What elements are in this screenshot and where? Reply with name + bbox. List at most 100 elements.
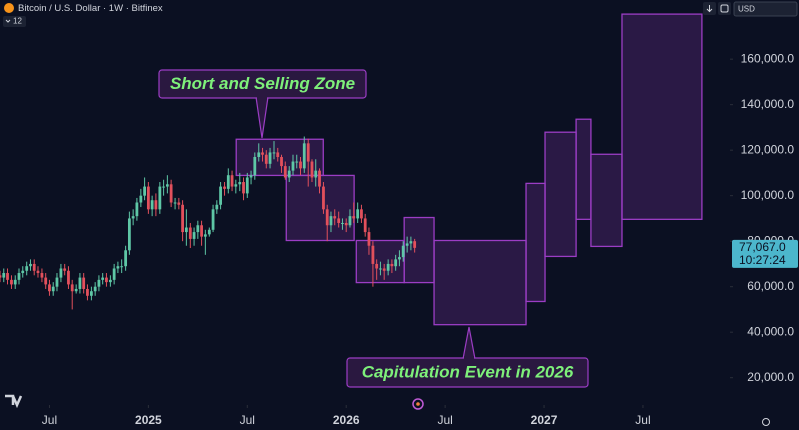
candle-body — [177, 202, 181, 205]
candle-body — [13, 279, 17, 285]
candles — [0, 136, 417, 310]
candle-body — [356, 209, 360, 219]
candle-body — [363, 218, 367, 233]
candle-body — [360, 209, 363, 219]
candle-body — [150, 200, 154, 210]
price-label: 77,067.0 — [739, 240, 786, 254]
candle-body — [25, 266, 29, 271]
candle-body — [253, 156, 257, 176]
callout: Short and Selling Zone — [158, 69, 367, 139]
candle-body — [143, 186, 147, 196]
candle-body — [78, 277, 82, 289]
candle-body — [165, 184, 169, 187]
candle-body — [51, 286, 55, 292]
price-tag: 77,067.010:27:24 — [732, 239, 798, 268]
candle-body — [386, 263, 390, 271]
candle-body — [299, 161, 302, 169]
settings-icon[interactable] — [762, 418, 770, 426]
candle-body — [181, 204, 184, 233]
y-tick-label: 160,000.0 — [741, 51, 795, 65]
candle-body — [131, 216, 135, 219]
replay-dot — [416, 402, 420, 406]
candle-body — [70, 284, 74, 292]
candle-body — [230, 175, 234, 187]
y-tick-label: 20,000.0 — [747, 370, 794, 384]
countdown: 10:27:24 — [739, 253, 786, 267]
candle-body — [398, 257, 401, 260]
candle-body — [322, 186, 325, 210]
currency-select[interactable] — [733, 1, 798, 17]
candle-body — [405, 243, 409, 246]
candle-body — [32, 263, 36, 271]
callout-pointer — [462, 326, 476, 360]
callout-joint — [464, 356, 474, 359]
candle-body — [249, 175, 253, 178]
download-icon — [706, 5, 713, 13]
candle-body — [112, 268, 116, 280]
candle-body — [63, 268, 67, 271]
x-tick-label: 2026 — [333, 413, 360, 427]
zone — [590, 153, 623, 248]
candle-body — [211, 209, 215, 230]
candle-body — [337, 218, 341, 223]
candle-body — [192, 232, 196, 239]
candle-body — [105, 277, 108, 283]
replay-icon[interactable] — [412, 398, 424, 410]
candle-body — [82, 277, 86, 289]
fullscreen-icon — [720, 4, 729, 13]
symbol-icon — [4, 3, 14, 13]
candle-body — [0, 275, 2, 278]
candle-body — [401, 245, 405, 258]
candle-body — [89, 291, 93, 296]
callout-text: Capitulation Event in 2026 — [362, 362, 574, 381]
candle-body — [302, 143, 306, 169]
candle-body — [135, 202, 139, 217]
candle-body — [173, 202, 177, 204]
candle-body — [314, 170, 318, 178]
candle-body — [352, 216, 356, 219]
zone — [403, 216, 435, 284]
candle-body — [108, 279, 112, 283]
y-tick-label: 60,000.0 — [747, 279, 794, 293]
zone — [433, 239, 527, 326]
x-tick-label: Jul — [240, 413, 255, 427]
candle-body — [101, 277, 105, 280]
x-tick-label: Jul — [42, 413, 57, 427]
candle-body — [93, 286, 97, 292]
y-tick-label: 120,000.0 — [741, 142, 795, 156]
candle-body — [295, 161, 299, 163]
x-tick-label: Jul — [437, 413, 452, 427]
candle-body — [59, 268, 63, 278]
candle-body — [86, 288, 89, 296]
candle-body — [367, 232, 371, 246]
x-tick-label: 2027 — [531, 413, 558, 427]
zone — [575, 118, 592, 220]
candle-body — [203, 234, 207, 237]
candle-body — [291, 161, 295, 171]
candle-body — [55, 277, 59, 287]
candle-body — [382, 268, 386, 271]
fullscreen-button[interactable] — [718, 2, 731, 15]
candle-body — [188, 227, 192, 239]
candle-body — [184, 227, 188, 233]
candle-body — [97, 279, 101, 287]
callout-pointer — [255, 96, 269, 139]
candle-body — [371, 245, 375, 264]
candle-body — [6, 273, 9, 280]
candle-body — [283, 166, 287, 178]
candle-body — [120, 266, 124, 268]
candle-body — [44, 277, 48, 285]
logo — [5, 394, 23, 409]
candle-body — [40, 273, 44, 278]
candle-body — [379, 268, 382, 270]
candle-body — [223, 186, 226, 189]
x-tick-label: Jul — [635, 413, 650, 427]
candle-body — [158, 186, 162, 210]
candle-body — [375, 263, 379, 269]
candle-body — [234, 184, 238, 187]
candle-body — [29, 263, 32, 267]
candle-body — [139, 195, 143, 203]
candle-body — [245, 177, 249, 194]
